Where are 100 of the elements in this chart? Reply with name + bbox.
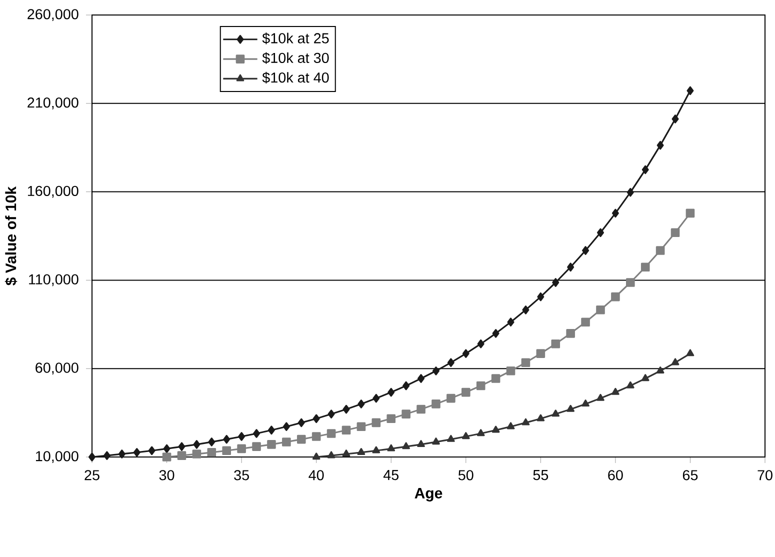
point — [356, 422, 366, 431]
point — [192, 450, 202, 458]
point — [447, 434, 455, 442]
point — [222, 446, 231, 456]
point — [178, 442, 186, 451]
point — [268, 426, 275, 435]
y-tick-label: 210,000 — [28, 97, 78, 110]
point — [238, 432, 246, 441]
legend-label: $10k at 30 — [262, 52, 329, 64]
point — [342, 426, 351, 435]
point — [671, 358, 680, 366]
point — [418, 374, 425, 383]
x-tick-label: 45 — [383, 470, 399, 480]
point — [312, 452, 320, 460]
point — [477, 339, 484, 348]
point — [223, 434, 230, 444]
point — [686, 86, 694, 96]
point — [552, 278, 560, 287]
point — [536, 349, 546, 358]
point — [432, 438, 440, 445]
point — [626, 188, 634, 197]
point — [581, 318, 590, 326]
point — [507, 318, 514, 326]
point — [552, 410, 560, 417]
point — [432, 366, 440, 376]
point — [672, 114, 679, 124]
point — [388, 388, 395, 397]
point — [582, 246, 590, 255]
point — [177, 451, 186, 460]
point — [328, 410, 335, 418]
point — [476, 429, 485, 436]
y-tick-label: 260,000 — [28, 9, 78, 21]
point — [358, 400, 365, 408]
point — [612, 208, 619, 218]
x-tick-label: 40 — [308, 470, 324, 480]
point — [670, 228, 680, 238]
point — [596, 306, 605, 314]
point — [536, 414, 545, 422]
point — [626, 381, 634, 388]
point — [402, 410, 410, 418]
point — [163, 444, 170, 454]
point — [582, 400, 590, 407]
point — [312, 432, 321, 441]
point — [148, 446, 156, 456]
x-axis-title: Age — [414, 488, 442, 502]
point — [566, 329, 575, 338]
point — [326, 429, 336, 438]
x-tick-label: 65 — [682, 470, 698, 480]
point — [567, 262, 574, 272]
point — [612, 388, 620, 395]
point — [402, 381, 410, 390]
point — [296, 434, 306, 444]
x-tick-label: 35 — [234, 470, 249, 480]
point — [162, 452, 172, 462]
point — [641, 374, 650, 382]
x-tick-label: 50 — [458, 470, 474, 480]
point — [193, 440, 200, 449]
point — [252, 442, 261, 451]
point — [462, 432, 470, 440]
point — [387, 444, 396, 452]
point — [207, 448, 216, 457]
point — [626, 278, 635, 287]
point — [417, 440, 425, 448]
y-axis-title: $ Value of 10k — [4, 186, 18, 286]
y-tick-label: 160,000 — [28, 186, 78, 198]
point — [522, 306, 530, 314]
point — [103, 451, 110, 460]
point — [611, 292, 620, 302]
x-tick-label: 60 — [608, 470, 623, 480]
point — [372, 418, 381, 428]
x-tick-label: 55 — [533, 470, 548, 480]
point — [656, 140, 664, 150]
point — [432, 400, 440, 408]
point — [522, 418, 530, 426]
point — [327, 451, 336, 458]
y-tick-label: 60,000 — [36, 362, 78, 375]
legend-label: $10k at 40 — [262, 72, 329, 84]
point — [282, 422, 290, 431]
point — [357, 448, 366, 456]
point — [386, 414, 396, 424]
point — [462, 349, 470, 358]
point — [402, 442, 410, 450]
point — [640, 262, 650, 272]
point — [491, 374, 500, 383]
point — [267, 440, 276, 449]
point — [656, 246, 665, 255]
point — [521, 358, 530, 367]
point — [686, 208, 695, 218]
point — [372, 446, 380, 454]
x-tick-label: 70 — [758, 470, 772, 480]
point — [416, 404, 426, 414]
point — [372, 394, 380, 403]
y-tick-label: 110,000 — [29, 274, 78, 286]
point — [133, 448, 140, 457]
point — [656, 366, 664, 374]
legend-label: $10k at 25 — [262, 32, 329, 44]
point — [282, 438, 291, 446]
point — [446, 394, 456, 403]
x-tick-label: 30 — [159, 470, 174, 480]
point — [566, 404, 574, 412]
